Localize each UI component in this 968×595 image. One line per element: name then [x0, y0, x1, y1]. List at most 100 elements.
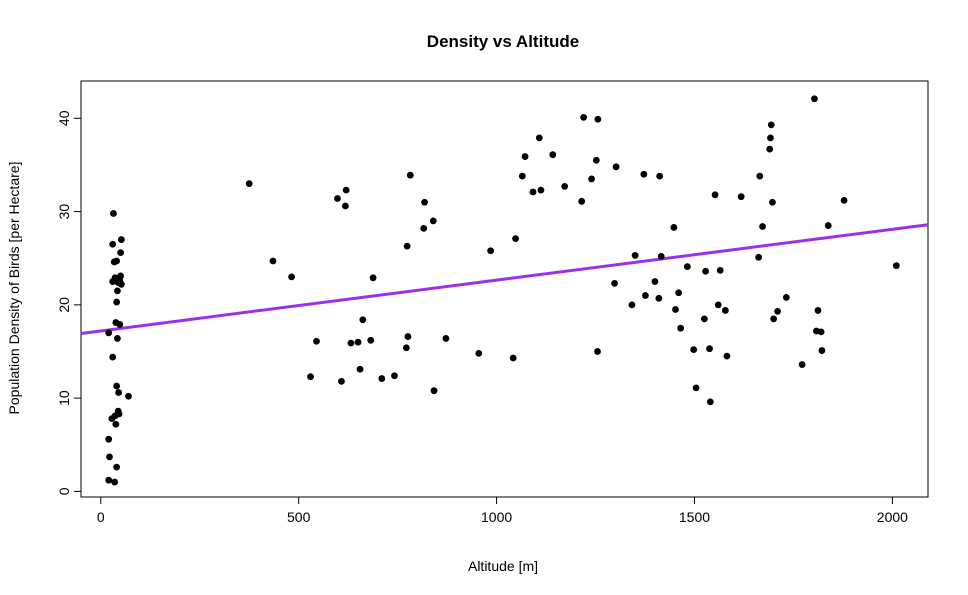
data-point: [421, 198, 428, 206]
data-point: [814, 307, 822, 314]
data-point: [117, 280, 125, 288]
y-axis: 0 10 20 30 40: [56, 110, 82, 495]
x-tick-label: 500: [287, 509, 311, 525]
data-point: [677, 324, 685, 332]
data-point: [767, 121, 775, 129]
x-axis: 0 500 1000 1500 2000: [97, 496, 908, 525]
data-point: [521, 153, 529, 160]
data-point: [818, 347, 826, 354]
y-tick-label: 0: [56, 487, 72, 495]
data-point: [766, 145, 774, 153]
data-point: [391, 372, 398, 380]
data-point: [561, 182, 569, 190]
data-point: [342, 186, 350, 194]
data-point: [817, 328, 825, 336]
data-point: [518, 172, 526, 180]
data-point: [640, 170, 648, 178]
data-point: [628, 301, 636, 309]
data-point: [338, 377, 345, 385]
data-point: [111, 478, 119, 486]
plot-frame: [80, 80, 929, 498]
chart-title: Density vs Altitude: [427, 32, 579, 51]
data-point: [369, 274, 377, 282]
data-point: [642, 292, 649, 299]
data-point: [755, 253, 762, 261]
data-point: [721, 307, 729, 314]
data-point: [770, 315, 778, 323]
y-tick-label: 30: [56, 204, 72, 220]
data-point: [706, 398, 714, 406]
data-point: [670, 224, 678, 231]
data-point: [769, 198, 776, 206]
data-point: [442, 335, 450, 342]
data-point: [269, 257, 277, 265]
data-point: [892, 262, 900, 270]
data-point: [588, 175, 595, 183]
data-point: [782, 293, 790, 301]
data-point: [105, 329, 113, 337]
data-point: [657, 252, 665, 260]
data-point: [116, 321, 124, 328]
data-point: [110, 210, 117, 217]
data-point: [672, 306, 679, 313]
data-point: [578, 197, 586, 205]
x-tick-label: 2000: [877, 509, 908, 525]
data-point: [655, 294, 663, 302]
data-point: [700, 315, 708, 323]
data-point: [356, 365, 364, 373]
data-point: [430, 387, 438, 395]
data-point: [824, 222, 832, 229]
data-point: [651, 278, 659, 285]
data-point: [475, 349, 483, 357]
data-point: [114, 287, 121, 295]
data-point: [115, 389, 123, 396]
data-point: [367, 336, 375, 344]
data-point: [656, 172, 664, 180]
data-point: [767, 134, 774, 142]
data-point: [756, 172, 764, 180]
data-point: [535, 134, 543, 142]
data-point: [114, 335, 121, 342]
y-tick-label: 20: [56, 297, 72, 313]
data-point: [113, 463, 121, 471]
data-point: [429, 217, 437, 225]
data-point: [716, 266, 724, 274]
data-point: [675, 289, 683, 297]
data-point: [759, 223, 766, 230]
data-point: [692, 384, 700, 392]
data-point: [683, 263, 691, 271]
data-point: [112, 420, 120, 428]
data-point: [592, 156, 600, 164]
data-point: [113, 298, 121, 306]
trend-line: [80, 223, 929, 336]
x-axis-label: Altitude [m]: [468, 558, 538, 574]
data-point: [611, 280, 618, 287]
data-point: [512, 235, 519, 243]
data-point: [549, 151, 557, 159]
data-point: [594, 115, 602, 123]
x-tick-label: 1000: [481, 509, 512, 525]
data-point: [105, 476, 113, 484]
data-point: [594, 348, 601, 355]
data-point: [529, 188, 537, 196]
data-point: [406, 171, 414, 179]
data-point: [347, 339, 355, 347]
y-tick-label: 10: [56, 390, 72, 406]
data-points: [105, 95, 900, 486]
data-point: [313, 337, 320, 345]
data-point: [307, 373, 314, 381]
data-point: [341, 202, 349, 210]
data-point: [420, 224, 428, 232]
data-point: [612, 163, 620, 171]
data-point: [487, 247, 495, 255]
data-point: [125, 392, 132, 400]
trend-line-layer: [80, 223, 929, 336]
data-point: [702, 267, 709, 275]
data-point: [402, 344, 410, 352]
data-point: [811, 95, 818, 103]
data-point: [737, 193, 745, 201]
data-point: [288, 273, 295, 281]
data-point: [109, 353, 117, 361]
data-point: [109, 240, 117, 248]
